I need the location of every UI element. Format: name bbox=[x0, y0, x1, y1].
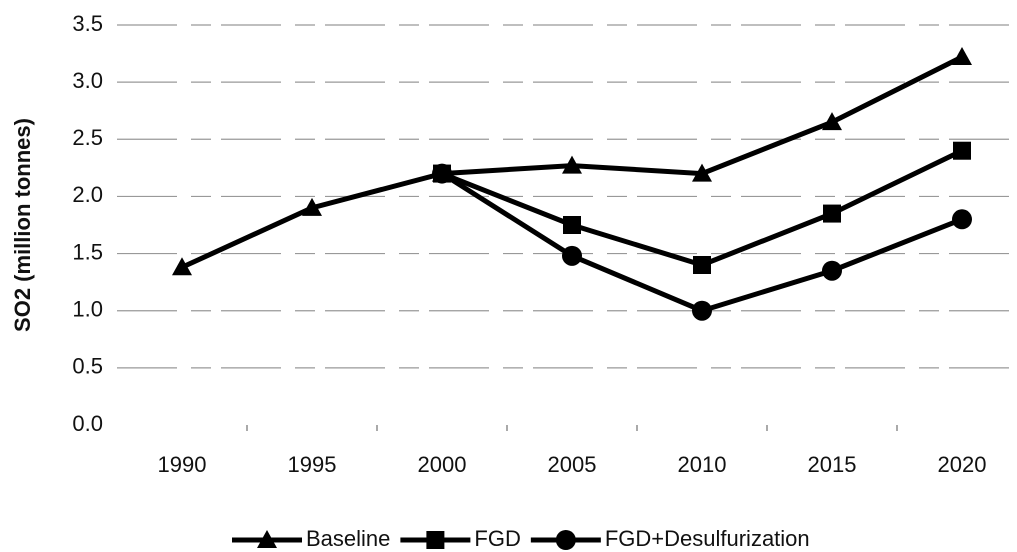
x-tick-label: 2005 bbox=[548, 452, 597, 477]
marker bbox=[426, 531, 445, 549]
legend-label: FGD+Desulfurization bbox=[605, 526, 810, 551]
marker bbox=[562, 155, 582, 174]
y-tick-label: 3.0 bbox=[72, 68, 103, 93]
marker bbox=[693, 256, 711, 274]
y-tick-label: 1.0 bbox=[72, 297, 103, 322]
legend-label: FGD bbox=[474, 526, 520, 551]
y-tick-label: 3.5 bbox=[72, 11, 103, 36]
y-tick-label: 1.5 bbox=[72, 239, 103, 264]
x-tick-label: 2020 bbox=[938, 452, 987, 477]
marker bbox=[302, 197, 322, 216]
series-line bbox=[440, 171, 963, 314]
marker bbox=[563, 216, 581, 234]
marker bbox=[555, 530, 576, 550]
x-tick-label: 2010 bbox=[678, 452, 727, 477]
x-tick-label: 1995 bbox=[288, 452, 337, 477]
marker bbox=[822, 260, 842, 281]
marker bbox=[952, 47, 972, 65]
y-axis-title: SO2 (million tonnes) bbox=[10, 118, 35, 332]
x-tick-label: 1990 bbox=[158, 452, 207, 477]
marker bbox=[952, 209, 972, 230]
marker bbox=[822, 112, 842, 131]
x-tick-label: 2015 bbox=[808, 452, 857, 477]
marker bbox=[172, 257, 192, 276]
marker bbox=[823, 204, 841, 223]
marker bbox=[562, 245, 582, 266]
y-tick-label: 0.5 bbox=[72, 354, 103, 379]
marker bbox=[692, 300, 712, 321]
y-tick-label: 2.0 bbox=[72, 182, 103, 207]
marker bbox=[432, 163, 452, 184]
y-tick-label: 2.5 bbox=[72, 125, 103, 150]
legend-label: Baseline bbox=[306, 526, 390, 551]
marker bbox=[692, 163, 712, 182]
marker bbox=[257, 530, 277, 548]
y-tick-label: 0.0 bbox=[72, 411, 103, 436]
x-tick-label: 2000 bbox=[418, 452, 467, 477]
marker bbox=[953, 141, 971, 160]
